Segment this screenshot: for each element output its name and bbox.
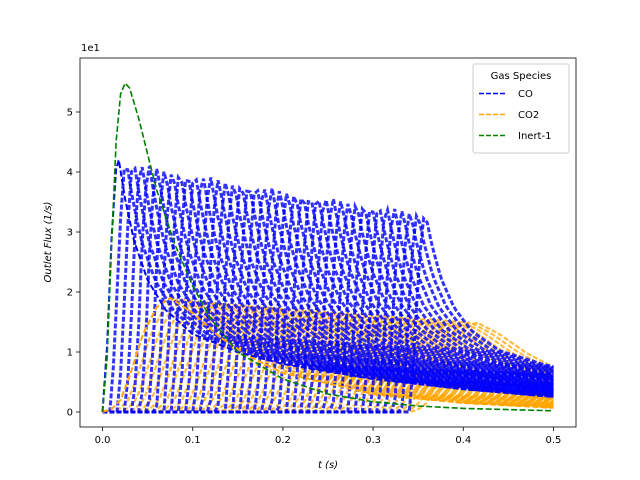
legend-title: Gas Species — [491, 71, 552, 82]
tail-curve — [102, 199, 554, 414]
x-tick-label: 0.5 — [546, 435, 562, 446]
x-tick-label: 0.3 — [365, 435, 381, 446]
series-line-co2 — [102, 296, 554, 413]
tail-curve — [102, 178, 554, 414]
legend-entries: CO CO2 Inert-1 — [479, 89, 551, 142]
y-axis-ticks: 0 1 2 3 4 5 — [67, 108, 80, 419]
x-axis-ticks: 0.0 0.1 0.2 0.3 0.4 0.5 — [95, 427, 562, 446]
tail-curve — [102, 306, 554, 414]
legend-label: CO2 — [518, 110, 539, 121]
x-tick-label: 0.1 — [185, 435, 201, 446]
x-axis-label: t (s) — [318, 460, 338, 471]
legend-frame — [472, 63, 570, 154]
x-tick-label: 0.4 — [455, 435, 471, 446]
series-lines — [101, 81, 554, 413]
series-line-inert-1 — [101, 81, 554, 413]
x-tick-label: 0.2 — [275, 435, 291, 446]
x-tick-label: 0.0 — [95, 435, 111, 446]
tail-curve — [102, 190, 554, 414]
tail-curve — [102, 307, 554, 414]
tail-curve — [102, 314, 554, 414]
legend-label: CO — [518, 89, 533, 100]
y-tick-label: 2 — [67, 288, 73, 299]
y-tick-label: 4 — [67, 168, 73, 179]
tail-curve — [102, 188, 554, 414]
tail-curve — [102, 301, 554, 414]
y-axis-label: Outlet Flux (1/s) — [43, 202, 54, 283]
legend: Gas Species CO CO2 Inert-1 — [472, 63, 570, 154]
tail-curve — [102, 307, 554, 414]
y-tick-label: 1 — [67, 348, 73, 359]
y-tick-label: 3 — [67, 228, 73, 239]
y-offset-label: 1e1 — [81, 43, 100, 54]
y-tick-label: 0 — [67, 408, 73, 419]
plot-area — [101, 81, 555, 414]
plot-frame — [79, 57, 577, 428]
y-tick-label: 5 — [67, 108, 73, 119]
tail-curve — [102, 214, 554, 414]
legend-label: Inert-1 — [518, 131, 551, 142]
